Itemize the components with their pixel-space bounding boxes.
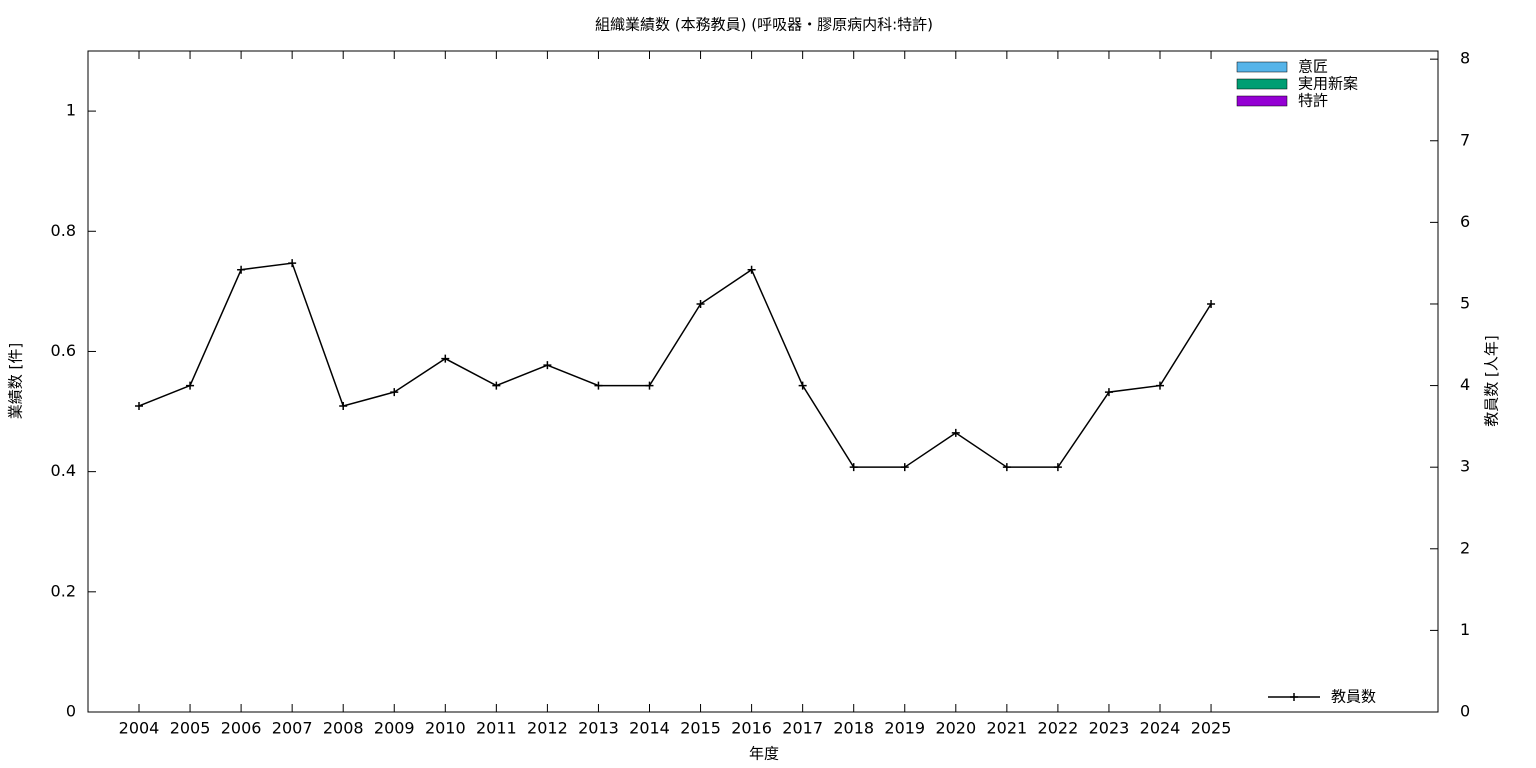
x-tick-label: 2021: [986, 719, 1027, 738]
point: [798, 381, 807, 390]
x-axis-label: 年度: [749, 745, 779, 763]
point: [1002, 463, 1011, 472]
plot-frame: [87, 50, 1439, 713]
legend-label: 実用新案: [1298, 75, 1358, 93]
y2-tick-label: 5: [1460, 293, 1470, 312]
x-tick-label: 2016: [731, 719, 772, 738]
legend-swatch: [1236, 78, 1288, 90]
y2-tick-label: 0: [1460, 702, 1470, 721]
y2-tick-label: 3: [1460, 457, 1470, 476]
y-tick-label: 0.8: [51, 221, 76, 240]
x-tick-label: 2005: [170, 719, 211, 738]
legend-label: 特許: [1298, 92, 1328, 110]
x-tick-label: 2015: [680, 719, 721, 738]
legend-label: 意匠: [1298, 58, 1328, 76]
x-tick-label: 2018: [833, 719, 874, 738]
point: [288, 259, 297, 268]
y2-tick-label: 4: [1460, 375, 1470, 394]
x-tick-label: 2004: [119, 719, 160, 738]
x-tick-label: 2010: [425, 719, 466, 738]
point: [900, 463, 909, 472]
point: [135, 401, 143, 410]
point: [543, 361, 552, 370]
chart-title: 組織業績数 (本務教員) (呼吸器・膠原病内科:特許): [595, 16, 933, 34]
y2-tick-label: 6: [1460, 212, 1470, 231]
point: [237, 265, 246, 274]
point: [747, 265, 756, 274]
x-tick-label: 2023: [1089, 719, 1130, 738]
x-tick-label: 2019: [884, 719, 925, 738]
point: [849, 463, 858, 472]
y2-tick-label: 1: [1460, 620, 1470, 639]
x-tick-label: 2011: [476, 719, 517, 738]
legend-swatch: [1236, 61, 1288, 73]
y-tick-label: 0.2: [51, 581, 76, 600]
x-tick-label: 2012: [527, 719, 568, 738]
y-tick-label: 0.6: [51, 341, 76, 360]
point: [492, 381, 501, 390]
point: [186, 381, 195, 390]
x-tick-label: 2007: [272, 719, 313, 738]
legend-swatch: [1236, 95, 1288, 107]
point: [441, 354, 450, 363]
line: [138, 262, 1212, 468]
point: [339, 401, 348, 410]
y-tick-label: 0.4: [51, 461, 76, 480]
y2-tick-label: 7: [1460, 130, 1470, 149]
y2-axis-label: 教員数 [人年]: [1483, 335, 1501, 426]
x-tick-label: 2022: [1038, 719, 1079, 738]
point: [645, 381, 654, 390]
point: [1156, 381, 1164, 390]
y-tick-label: 0: [66, 702, 76, 721]
x-tick-label: 2025: [1191, 719, 1232, 738]
point: [1053, 463, 1062, 472]
point: [1207, 299, 1216, 308]
x-tick-label: 2006: [221, 719, 262, 738]
y2-tick-label: 2: [1460, 538, 1470, 557]
x-tick-label: 2014: [629, 719, 670, 738]
x-tick-label: 2008: [323, 719, 364, 738]
point: [594, 381, 603, 390]
point: [1104, 388, 1113, 397]
y-axis-label: 業績数 [件]: [7, 343, 25, 419]
point: [696, 299, 705, 308]
x-tick-label: 2020: [935, 719, 976, 738]
x-tick-label: 2024: [1140, 719, 1181, 738]
y2-tick-label: 8: [1460, 49, 1470, 68]
legend-label: 教員数: [1331, 688, 1376, 706]
legend-point: [1290, 693, 1298, 701]
y-tick-label: 1: [66, 101, 76, 120]
x-tick-label: 2013: [578, 719, 619, 738]
point: [390, 388, 399, 397]
x-tick-label: 2009: [374, 719, 415, 738]
x-tick-label: 2017: [782, 719, 823, 738]
point: [951, 428, 960, 437]
